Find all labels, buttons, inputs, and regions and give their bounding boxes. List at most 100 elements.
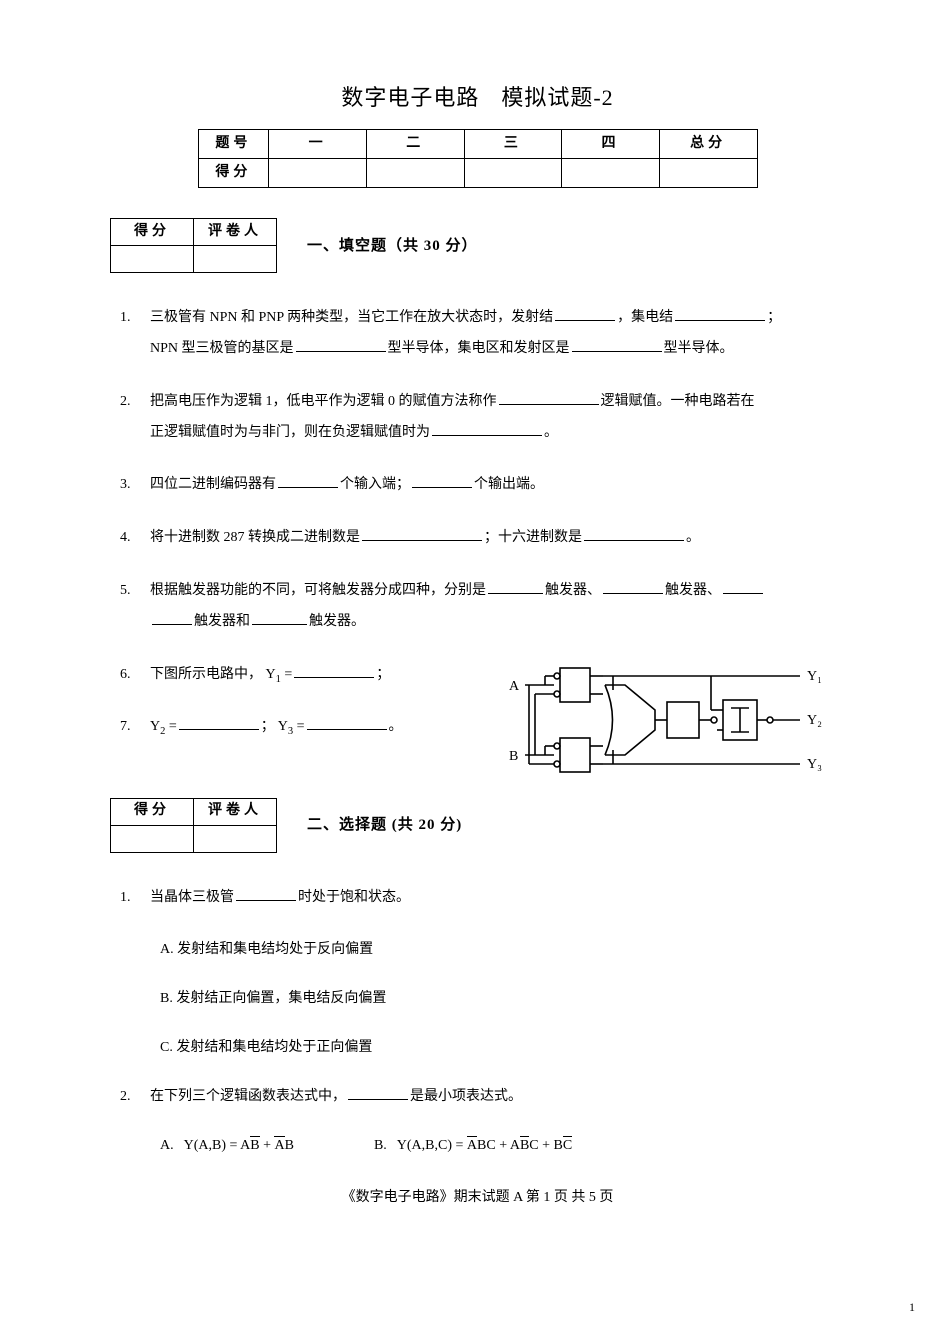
- q5-text: 触发器、: [665, 583, 721, 598]
- section1-questions: 1. 三极管有 NPN 和 PNP 两种类型，当它工作在放大状态时，发射结 ，集电…: [120, 303, 845, 787]
- s2q2-formulas: A. Y(A,B) = AB + AB B. Y(A,B,C) = ABC + …: [160, 1135, 845, 1157]
- overline: A: [467, 1135, 477, 1157]
- s2q1-text: 当晶体三极管: [150, 890, 234, 905]
- grader-person-label: 评卷人: [194, 219, 277, 246]
- score-col-2: 二: [366, 130, 464, 159]
- document-title: 数字电子电路模拟试题-2: [110, 80, 845, 115]
- formula-text: Y(A,B,C) =: [397, 1138, 467, 1153]
- q7-text: =: [165, 719, 176, 734]
- fill-blank: [412, 473, 472, 488]
- q3-text: 个输出端。: [474, 477, 544, 492]
- question-6-7-row: 6. 下图所示电路中， Y1 =； 7. Y2 =； Y3 =。: [120, 660, 845, 788]
- fill-blank: [362, 526, 482, 541]
- q3-text: 四位二进制编码器有: [150, 477, 276, 492]
- s2q2-text: 在下列三个逻辑函数表达式中，: [150, 1089, 346, 1104]
- q7-text: =: [293, 719, 304, 734]
- section2-questions: 1. 当晶体三极管时处于饱和状态。 A. 发射结和集电结均处于反向偏置 B. 发…: [120, 883, 845, 1157]
- question-4: 4. 将十进制数 287 转换成二进制数是 ；十六进制数是 。: [120, 523, 845, 554]
- fill-blank: [572, 337, 662, 352]
- overline: B: [250, 1135, 259, 1157]
- question-6: 6. 下图所示电路中， Y1 =；: [120, 660, 495, 691]
- option-a: A. 发射结和集电结均处于反向偏置: [160, 935, 845, 966]
- q6-text: =: [281, 667, 292, 682]
- circuit-diagram: A B Y₁ Y₂ Y₃: [495, 660, 845, 788]
- grader-person-label: 评卷人: [194, 798, 277, 825]
- s2q1-num: 1.: [120, 883, 150, 914]
- fill-blank: [348, 1085, 408, 1100]
- q1-text: ，集电结: [617, 310, 673, 325]
- title-right: 模拟试题-2: [501, 85, 613, 110]
- fill-blank: [307, 715, 387, 730]
- grader-score-label: 得分: [111, 219, 194, 246]
- q4-num: 4.: [120, 523, 150, 554]
- score-blank: [659, 159, 757, 188]
- grader-blank: [111, 825, 194, 852]
- fill-blank: [179, 715, 259, 730]
- q3-text: 个输入端；: [340, 477, 410, 492]
- grader-table-2: 得分 评卷人: [110, 798, 277, 853]
- q1-text: 三极管有 NPN 和 PNP 两种类型，当它工作在放大状态时，发射结: [150, 310, 553, 325]
- fill-blank: [236, 886, 296, 901]
- page-footer: 《数字电子电路》期末试题 A 第 1 页 共 5 页: [110, 1187, 845, 1209]
- q1-num: 1.: [120, 303, 150, 365]
- q6-text: ；: [376, 667, 390, 682]
- fill-blank: [723, 579, 763, 594]
- grader-table-1: 得分 评卷人: [110, 218, 277, 273]
- q5-num: 5.: [120, 576, 150, 638]
- opt-a-label: A.: [160, 1138, 174, 1153]
- q5-text: 触发器和: [194, 614, 250, 629]
- q4-text: ；十六进制数是: [484, 530, 582, 545]
- option-b: B. 发射结正向偏置，集电结反向偏置: [160, 984, 845, 1015]
- q7-text: Y: [150, 719, 160, 734]
- score-blank: [464, 159, 562, 188]
- question-5: 5. 根据触发器功能的不同，可将触发器分成四种，分别是触发器、触发器、 触发器和…: [120, 576, 845, 638]
- q1-text: NPN 型三极管的基区是: [150, 341, 294, 356]
- q2-text: 逻辑赋值。一种电路若在: [601, 394, 755, 409]
- formula-b: B. Y(A,B,C) = ABC + ABC + BC: [374, 1135, 572, 1157]
- q1-text: ；: [767, 310, 781, 325]
- q5-text: 触发器、: [545, 583, 601, 598]
- fill-blank: [603, 579, 663, 594]
- question-7: 7. Y2 =； Y3 =。: [120, 712, 495, 743]
- score-blank: [269, 159, 367, 188]
- q6-text: 下图所示电路中， Y: [150, 667, 276, 682]
- fill-blank: [278, 473, 338, 488]
- q4-text: 。: [686, 530, 700, 545]
- formula-text: +: [260, 1138, 275, 1153]
- s2-question-2: 2. 在下列三个逻辑函数表达式中，是最小项表达式。: [120, 1082, 845, 1113]
- circuit-svg: A B Y₁ Y₂ Y₃: [505, 660, 845, 780]
- fill-blank: [488, 579, 543, 594]
- formula-text: Y(A,B) = A: [184, 1138, 251, 1153]
- score-col-1: 一: [269, 130, 367, 159]
- circuit-out-y1: Y₁: [807, 669, 822, 684]
- section1-header: 得分 评卷人 一、填空题（共 30 分）: [110, 218, 845, 273]
- overline: A: [274, 1135, 284, 1157]
- title-left: 数字电子电路: [341, 85, 479, 110]
- circuit-label-b: B: [509, 749, 518, 764]
- q4-text: 将十进制数 287 转换成二进制数是: [150, 530, 360, 545]
- score-table: 题号 一 二 三 四 总分 得分: [198, 129, 758, 188]
- q2-text: 。: [544, 425, 558, 440]
- q3-num: 3.: [120, 470, 150, 501]
- opt-b-label: B.: [374, 1138, 387, 1153]
- circuit-out-y2: Y₂: [807, 713, 822, 728]
- page-number: 1: [909, 1298, 915, 1317]
- score-col-4: 四: [562, 130, 660, 159]
- circuit-out-y3: Y₃: [807, 757, 822, 772]
- fill-blank: [584, 526, 684, 541]
- q1-text: 型半导体，集电区和发射区是: [388, 341, 570, 356]
- q1-text: 型半导体。: [664, 341, 734, 356]
- fill-blank: [432, 421, 542, 436]
- formula-a: A. Y(A,B) = AB + AB: [160, 1135, 294, 1157]
- overline: C: [563, 1135, 572, 1157]
- fill-blank: [152, 610, 192, 625]
- section2-header: 得分 评卷人 二、选择题 (共 20 分): [110, 798, 845, 853]
- option-c: C. 发射结和集电结均处于正向偏置: [160, 1033, 845, 1064]
- formula-text: B: [285, 1138, 294, 1153]
- question-1: 1. 三极管有 NPN 和 PNP 两种类型，当它工作在放大状态时，发射结 ，集电…: [120, 303, 845, 365]
- section2-title: 二、选择题 (共 20 分): [307, 813, 462, 837]
- s2q2-num: 2.: [120, 1082, 150, 1113]
- grader-score-label: 得分: [111, 798, 194, 825]
- formula-text: C + B: [529, 1138, 563, 1153]
- fill-blank: [296, 337, 386, 352]
